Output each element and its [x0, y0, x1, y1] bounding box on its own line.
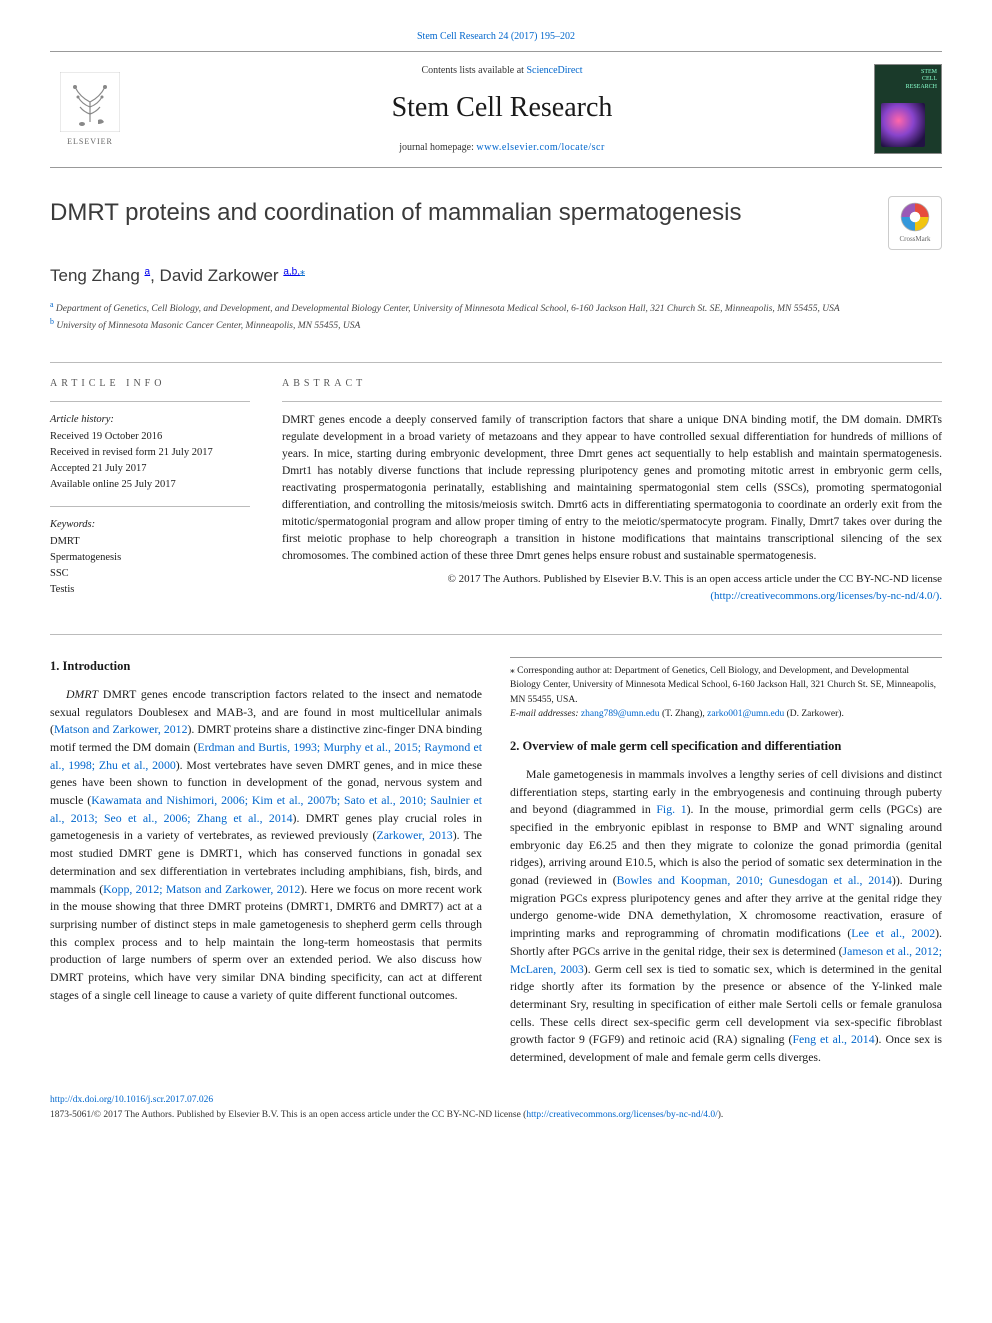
elsevier-tree-icon	[60, 72, 120, 132]
ref-bowles-2010[interactable]: Bowles and Koopman, 2010; Gunesdogan et …	[617, 873, 892, 887]
email-label: E-mail addresses:	[510, 709, 579, 719]
keywords-block: Keywords: DMRT Spermatogenesis SSC Testi…	[50, 506, 250, 597]
footer-text-b: ).	[718, 1110, 724, 1120]
journal-citation-link: Stem Cell Research 24 (2017) 195–202	[50, 30, 942, 45]
article-info-heading: article info	[50, 363, 250, 403]
ref-lee-2002[interactable]: Lee et al., 2002	[851, 926, 935, 940]
ref-zarkower-2013[interactable]: Zarkower, 2013	[376, 828, 452, 842]
keyword-1: DMRT	[50, 534, 250, 550]
homepage-prefix: journal homepage:	[399, 142, 476, 153]
history-revised: Received in revised form 21 July 2017	[50, 445, 250, 461]
article-info-column: article info Article history: Received 1…	[50, 363, 250, 605]
author-1: Teng Zhang a	[50, 266, 150, 285]
author-2-aff[interactable]: a,b,	[283, 266, 300, 277]
cover-image	[881, 103, 925, 147]
footer-license-line: 1873-5061/© 2017 The Authors. Published …	[50, 1108, 942, 1123]
page-footer: http://dx.doi.org/10.1016/j.scr.2017.07.…	[50, 1093, 942, 1123]
authors-line: Teng Zhang a, David Zarkower a,b,⁎	[50, 264, 942, 289]
cover-title-text: STEM CELL RESEARCH	[906, 69, 937, 91]
title-row: DMRT proteins and coordination of mammal…	[50, 196, 942, 250]
contents-available-line: Contents lists available at ScienceDirec…	[130, 64, 874, 79]
ref-fig-1[interactable]: Fig. 1	[656, 802, 686, 816]
journal-homepage-line: journal homepage: www.elsevier.com/locat…	[130, 141, 874, 156]
affiliation-a: a Department of Genetics, Cell Biology, …	[50, 299, 942, 316]
corresponding-mark[interactable]: ⁎	[300, 266, 305, 277]
author-2: David Zarkower a,b,⁎	[160, 266, 305, 285]
contents-prefix: Contents lists available at	[421, 65, 526, 76]
article-history-label: Article history:	[50, 412, 250, 427]
keyword-2: Spermatogenesis	[50, 550, 250, 566]
ref-feng-2014[interactable]: Feng et al., 2014	[792, 1032, 874, 1046]
abstract-text: DMRT genes encode a deeply conserved fam…	[282, 412, 942, 565]
abstract-column: abstract DMRT genes encode a deeply cons…	[282, 363, 942, 605]
history-online: Available online 25 July 2017	[50, 477, 250, 493]
section-1-heading: 1. Introduction	[50, 657, 482, 676]
ref-matson-2012[interactable]: Matson and Zarkower, 2012	[54, 722, 188, 736]
journal-masthead: ELSEVIER Contents lists available at Sci…	[50, 51, 942, 169]
info-abstract-row: article info Article history: Received 1…	[50, 362, 942, 605]
corr-author-note: ⁎ Corresponding author at: Department of…	[510, 664, 942, 707]
journal-name: Stem Cell Research	[130, 88, 874, 129]
p1-f: ). Here we focus on more recent work in …	[50, 882, 482, 1002]
journal-cover-thumbnail: STEM CELL RESEARCH	[874, 64, 942, 154]
affiliation-b: b University of Minnesota Masonic Cancer…	[50, 316, 942, 333]
keyword-3: SSC	[50, 566, 250, 582]
history-accepted: Accepted 21 July 2017	[50, 461, 250, 477]
crossmark-badge[interactable]: CrossMark	[888, 196, 942, 250]
history-received: Received 19 October 2016	[50, 429, 250, 445]
keyword-4: Testis	[50, 582, 250, 598]
email-2-who: (D. Zarkower).	[784, 709, 844, 719]
intro-paragraph: DMRT DMRT genes encode transcription fac…	[50, 686, 482, 1004]
author-1-aff[interactable]: a	[145, 266, 151, 277]
elsevier-logo: ELSEVIER	[50, 64, 130, 154]
ref-kopp-2012[interactable]: Kopp, 2012; Matson and Zarkower, 2012	[103, 882, 300, 896]
section-2-paragraph: Male gametogenesis in mammals involves a…	[510, 766, 942, 1067]
body-two-column: 1. Introduction DMRT DMRT genes encode t…	[50, 634, 942, 1066]
email-zarkower[interactable]: zarko001@umn.edu	[707, 709, 784, 719]
keywords-label: Keywords:	[50, 517, 250, 532]
email-zhang[interactable]: zhang789@umn.edu	[581, 709, 660, 719]
email-1-who: (T. Zhang),	[660, 709, 708, 719]
footer-text-a: 1873-5061/© 2017 The Authors. Published …	[50, 1110, 526, 1120]
doi-link[interactable]: http://dx.doi.org/10.1016/j.scr.2017.07.…	[50, 1095, 213, 1105]
abstract-heading: abstract	[282, 363, 942, 403]
corresponding-footnote: ⁎ Corresponding author at: Department of…	[510, 657, 942, 721]
journal-homepage-link[interactable]: www.elsevier.com/locate/scr	[476, 142, 604, 153]
masthead-center: Contents lists available at ScienceDirec…	[130, 64, 874, 156]
abstract-copyright: © 2017 The Authors. Published by Elsevie…	[282, 571, 942, 604]
copyright-text: © 2017 The Authors. Published by Elsevie…	[448, 573, 942, 585]
crossmark-icon	[900, 202, 930, 232]
license-link[interactable]: (http://creativecommons.org/licenses/by-…	[710, 590, 942, 602]
sciencedirect-link[interactable]: ScienceDirect	[526, 65, 582, 76]
footer-license-link[interactable]: http://creativecommons.org/licenses/by-n…	[526, 1110, 717, 1120]
crossmark-label: CrossMark	[899, 234, 930, 244]
article-title: DMRT proteins and coordination of mammal…	[50, 196, 868, 231]
elsevier-brand-text: ELSEVIER	[67, 136, 113, 148]
citation-anchor[interactable]: Stem Cell Research 24 (2017) 195–202	[417, 31, 575, 42]
section-2-heading: 2. Overview of male germ cell specificat…	[510, 737, 942, 756]
email-line: E-mail addresses: zhang789@umn.edu (T. Z…	[510, 707, 942, 721]
affiliations: a Department of Genetics, Cell Biology, …	[50, 299, 942, 334]
